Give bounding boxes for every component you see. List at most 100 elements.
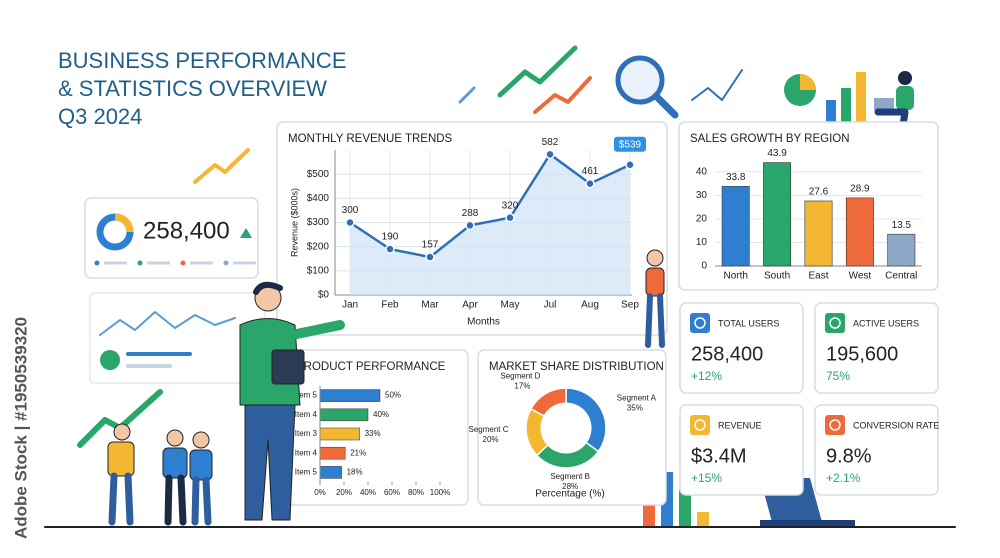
point xyxy=(385,244,395,254)
card xyxy=(84,197,259,279)
legend-dot xyxy=(223,260,229,266)
value-label: 582 xyxy=(542,137,559,148)
value-label: 20% xyxy=(483,435,499,444)
x-tick-label: Feb xyxy=(381,300,399,311)
x-tick-label: West xyxy=(849,271,872,282)
widget-value: 258,400 xyxy=(143,217,230,244)
y-tick-label: $200 xyxy=(307,241,330,252)
card xyxy=(814,302,939,394)
person-body xyxy=(107,441,135,477)
value-label: 28.9 xyxy=(850,184,870,195)
y-tick-label: Item 4 xyxy=(295,410,318,419)
value-label: 17% xyxy=(514,382,530,391)
bar-icon xyxy=(697,512,709,527)
trend-up xyxy=(240,228,252,238)
value-label: 288 xyxy=(462,208,479,219)
x-tick-label: North xyxy=(723,271,747,282)
y-tick-label: $500 xyxy=(307,169,330,180)
x-axis-label: Percentage (%) xyxy=(535,489,604,500)
bar xyxy=(319,408,369,422)
bar-icon xyxy=(679,490,691,527)
point xyxy=(625,159,635,170)
area xyxy=(350,154,630,295)
kpi-change: +2.1% xyxy=(826,471,861,485)
page-title: Q3 2024 xyxy=(58,104,142,129)
point xyxy=(425,252,435,262)
bar-icon xyxy=(856,72,866,122)
kpi-icon-glyph xyxy=(694,419,706,431)
kpi-icon xyxy=(690,313,710,333)
person-arm xyxy=(287,320,345,340)
y-tick-label: Item 5 xyxy=(295,391,318,400)
value-label: 18% xyxy=(347,468,363,477)
value-label: 28% xyxy=(562,482,578,491)
slice-label: Segment A xyxy=(617,394,657,403)
person-head xyxy=(166,429,184,447)
kpi-value: 258,400 xyxy=(691,343,763,365)
person xyxy=(896,86,914,110)
person-body xyxy=(162,447,188,479)
bar xyxy=(804,200,833,267)
y-tick-label: 10 xyxy=(696,237,708,248)
arrow-up xyxy=(533,76,592,114)
kpi-label: CONVERSION RATE xyxy=(853,420,939,430)
kpi-change: 75% xyxy=(826,369,850,383)
person-head xyxy=(646,249,664,267)
point xyxy=(585,178,595,189)
slice-label: Segment D xyxy=(500,372,540,381)
value-label: 33% xyxy=(365,429,381,438)
kpi-change: +15% xyxy=(691,471,722,485)
y-axis-label: Revenue ($000s) xyxy=(289,188,299,257)
y-tick-label: $100 xyxy=(307,265,330,276)
kpi-value: 9.8% xyxy=(826,445,872,467)
x-tick-label: Aug xyxy=(581,300,599,311)
page-title: BUSINESS PERFORMANCE xyxy=(58,48,347,73)
person-legs xyxy=(645,293,665,348)
chart-title: SALES GROWTH BY REGION xyxy=(690,133,850,145)
y-tick-label: $400 xyxy=(307,193,330,204)
magnifier-handle xyxy=(652,92,679,119)
point xyxy=(505,212,515,223)
x-tick-label: 0% xyxy=(314,488,326,497)
slice-label: Segment B xyxy=(550,472,590,481)
point xyxy=(465,220,475,231)
arrow-up xyxy=(193,148,250,184)
value-label: 35% xyxy=(627,404,643,413)
bar-icon xyxy=(826,100,836,122)
card xyxy=(679,404,804,496)
arrow-up xyxy=(497,45,578,98)
legend-dot xyxy=(137,260,143,266)
value-label: $539 xyxy=(619,139,642,150)
tablet xyxy=(271,349,305,385)
value-label: 27.6 xyxy=(809,187,829,198)
donut-icon xyxy=(114,213,134,233)
person-head xyxy=(192,431,210,449)
x-tick-label: South xyxy=(764,271,790,282)
bar xyxy=(319,427,360,441)
value-label: 320 xyxy=(502,200,519,211)
bar xyxy=(721,186,750,267)
y-tick-label: Item 5 xyxy=(295,468,318,477)
chart-title: MARKET SHARE DISTRIBUTION xyxy=(489,361,664,373)
person-legs xyxy=(164,474,187,526)
y-tick-label: 40 xyxy=(696,166,708,177)
line xyxy=(349,152,631,259)
bar xyxy=(763,162,792,267)
x-axis-label: Months xyxy=(467,317,500,328)
kpi-label: TOTAL USERS xyxy=(718,318,779,328)
x-tick-label: 40% xyxy=(360,488,376,497)
card xyxy=(477,349,667,506)
value-label: 300 xyxy=(342,205,359,216)
x-tick-label: 60% xyxy=(384,488,400,497)
y-tick-label: 20 xyxy=(696,214,708,225)
person-hair xyxy=(253,281,283,295)
sparkline xyxy=(99,311,236,336)
value-label: 13.5 xyxy=(892,220,912,231)
value-label: 190 xyxy=(382,232,399,243)
person xyxy=(898,71,912,85)
x-tick-label: Jul xyxy=(544,300,557,311)
y-tick-label: Item 4 xyxy=(295,448,318,457)
value-label: 43.9 xyxy=(767,148,787,159)
y-tick-label: 30 xyxy=(696,190,708,201)
laptop xyxy=(760,520,855,526)
